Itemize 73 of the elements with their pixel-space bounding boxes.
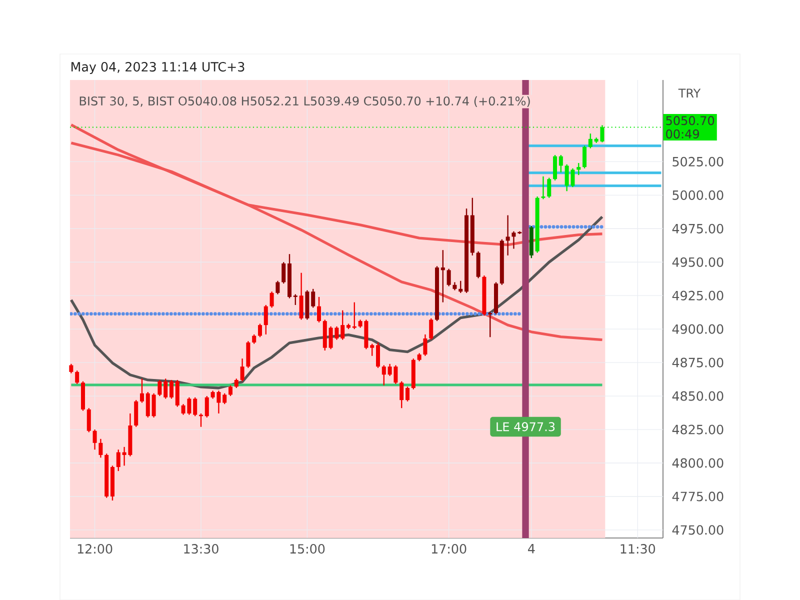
candlestick: [446, 268, 451, 287]
candlestick: [488, 310, 492, 338]
y-tick-label: 4800.00: [672, 458, 724, 468]
candlestick: [299, 272, 304, 320]
candlestick: [506, 214, 510, 256]
candlestick: [576, 162, 581, 176]
candlestick: [158, 379, 162, 397]
candlestick: [340, 310, 345, 340]
y-tick-label: 4925.00: [672, 290, 724, 300]
candlestick: [282, 261, 286, 284]
candlestick: [92, 428, 97, 450]
candlestick: [429, 318, 434, 340]
y-tick-label: 4875.00: [672, 358, 724, 368]
candlestick: [558, 154, 563, 173]
y-tick-label: 4825.00: [672, 424, 724, 434]
candlestick: [311, 288, 316, 308]
candlestick: [146, 391, 150, 418]
candlestick: [152, 392, 156, 418]
annotation: LE 4977.3: [496, 422, 555, 432]
candlestick: [547, 177, 552, 198]
x-tick-label: 15:00: [290, 544, 325, 554]
candlestick: [376, 342, 380, 368]
x-tick-label: 12:00: [78, 544, 112, 554]
candlestick: [164, 378, 168, 400]
candlestick: [258, 323, 262, 338]
candlestick: [75, 370, 80, 384]
text: May 04, 2023 11:14 UTC+3: [72, 62, 244, 74]
candlestick: [541, 176, 546, 200]
text: 00:49: [666, 129, 700, 138]
candlestick: [370, 343, 374, 356]
candlestick: [423, 334, 428, 356]
candlestick: [293, 294, 298, 306]
candlestick: [582, 144, 587, 169]
candlestick: [116, 448, 120, 472]
candlestick: [228, 384, 232, 397]
y-tick-label: 5025.00: [672, 156, 724, 166]
x-tick-label: 11:30: [620, 544, 656, 554]
candlestick: [264, 304, 268, 335]
candlestick: [458, 280, 463, 294]
candlestick: [140, 378, 144, 404]
candlestick: [204, 395, 209, 418]
candlestick: [400, 380, 404, 409]
candlestick: [276, 280, 280, 295]
candlestick: [169, 379, 174, 400]
ref-line-label: 5050.70: [666, 116, 714, 126]
candlestick: [406, 386, 410, 402]
candlestick: [98, 438, 103, 458]
y-tick-label: 4850.00: [672, 391, 724, 401]
y-tick-label: 5000.00: [672, 190, 724, 200]
candlestick: [440, 249, 445, 303]
candlestick: [316, 296, 322, 323]
x-tick-label: 17:00: [432, 544, 466, 554]
candlestick: [382, 364, 386, 386]
candlestick: [69, 363, 74, 374]
y-tick-label: 4750.00: [672, 525, 724, 535]
y-tick-label: 4900.00: [672, 324, 724, 334]
y-tick-label: 4775.00: [672, 492, 724, 502]
candlestick: [193, 396, 198, 417]
candlestick: [512, 230, 516, 250]
annotation: BIST 30, 5, BIST O5040.08 H5052.21 L5039.49 C5050.70 +10.74 (+0.21%): [80, 96, 530, 107]
candlestick: [252, 334, 256, 344]
candlestick: [234, 378, 238, 388]
candlestick: [553, 154, 558, 181]
y-tick-label: 4975.00: [672, 224, 724, 234]
candlestick: [588, 132, 592, 149]
candlestick: [222, 392, 227, 405]
candlestick: [270, 290, 274, 308]
candlestick: [86, 407, 91, 433]
y-axis-title: TRY: [678, 88, 701, 98]
candlestick: [240, 358, 244, 382]
y-tick-label: 4950.00: [672, 257, 724, 267]
x-tick-label: 4: [528, 544, 535, 554]
x-tick-label: 13:30: [184, 544, 218, 554]
